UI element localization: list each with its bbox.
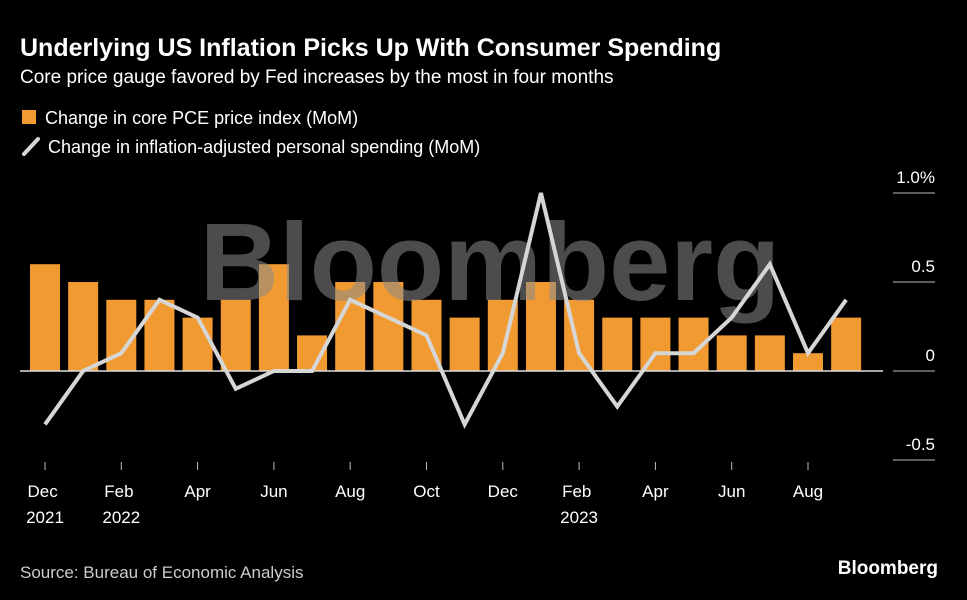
- legend-label: Change in core PCE price index (MoM): [45, 108, 358, 128]
- x-tick-label: Dec: [488, 482, 519, 501]
- bar: [640, 317, 671, 371]
- line: [43, 192, 848, 430]
- x-tick-label-line: Feb: [562, 482, 596, 501]
- bar: [144, 299, 175, 371]
- bar: [831, 317, 862, 371]
- bar: [68, 282, 99, 371]
- legend-swatch: [22, 137, 40, 156]
- x-tick-label-line: 2023: [560, 508, 598, 527]
- watermark: Bloomberg: [200, 201, 781, 324]
- x-tick-label-line: 2022: [102, 508, 140, 527]
- bar: [220, 299, 251, 371]
- x-tick-label: Dec 2021: [26, 482, 64, 527]
- bar: [525, 282, 556, 371]
- chart-title: Underlying US Inflation Picks Up With Co…: [20, 34, 721, 62]
- x-tick-label: Feb 2023: [560, 482, 598, 527]
- legend-swatch: [22, 110, 36, 124]
- bar: [602, 317, 633, 371]
- x-tick-label: Apr: [184, 482, 211, 501]
- bar: [373, 282, 404, 371]
- x-tick-label-line: Dec: [28, 482, 63, 501]
- x-tick-label: Jun: [718, 482, 745, 501]
- bar: [335, 282, 366, 371]
- bar: [754, 335, 785, 371]
- chart-subtitle: Core price gauge favored by Fed increase…: [20, 67, 614, 88]
- x-tick-label: Aug: [793, 482, 823, 501]
- bar: [258, 264, 289, 371]
- x-tick-label: Jun: [260, 482, 287, 501]
- bar: [449, 317, 480, 371]
- legend-label: Change in inflation-adjusted personal sp…: [48, 137, 480, 157]
- x-tick-label-line: Feb: [104, 482, 138, 501]
- bar: [30, 264, 60, 371]
- x-tick-label: Aug: [335, 482, 365, 501]
- source: Source: Bureau of Economic Analysis: [20, 563, 303, 582]
- x-tick-label: Feb 2022: [102, 482, 140, 527]
- logo: Bloomberg: [838, 558, 938, 579]
- bar: [182, 317, 213, 371]
- y-tick-label: -0.5: [906, 435, 935, 454]
- bar: [716, 335, 747, 371]
- x-tick-label: Oct: [413, 482, 440, 501]
- bar: [793, 353, 823, 371]
- x-tick-label-line: 2021: [26, 508, 64, 527]
- y-tick-label: 0: [926, 346, 935, 365]
- y-tick-label: 0.5: [911, 257, 935, 276]
- x-tick-label: Apr: [642, 482, 669, 501]
- y-tick-label: 1.0%: [896, 168, 935, 187]
